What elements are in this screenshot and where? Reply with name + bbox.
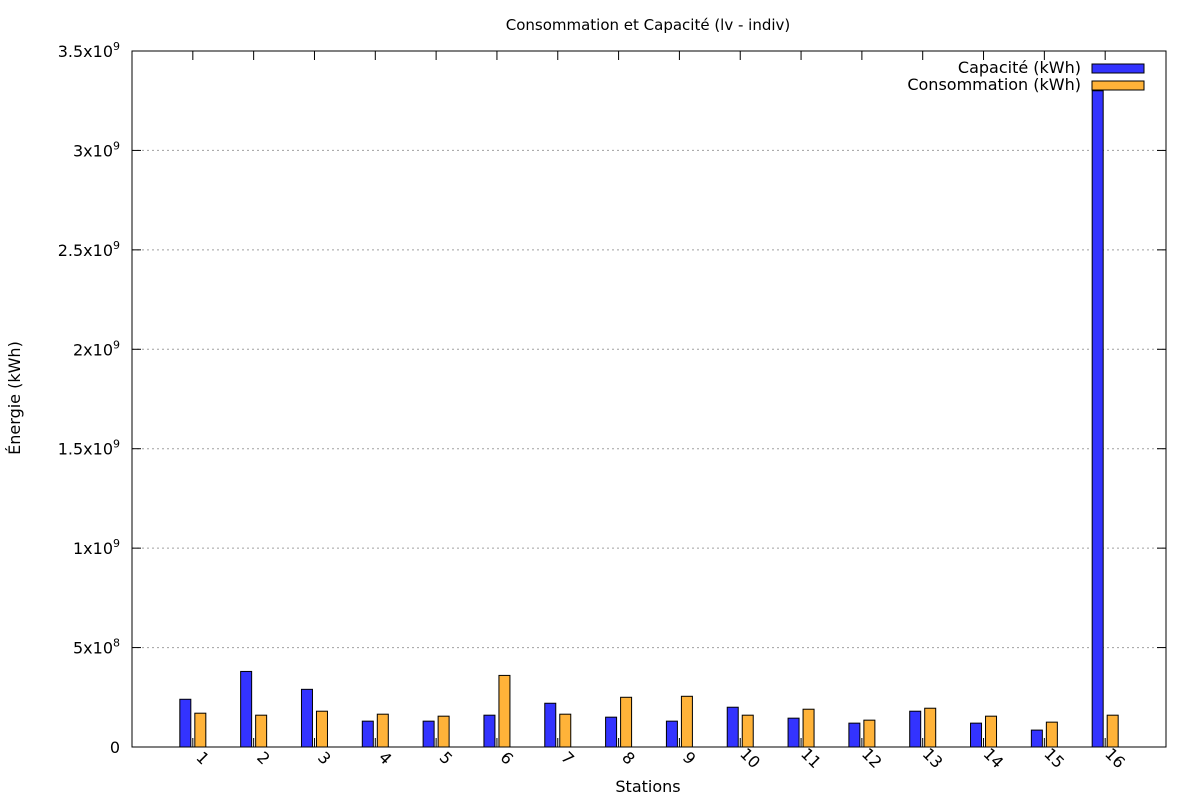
y-tick-label: 0 [110, 738, 120, 757]
bar-series-2-station-14 [985, 715, 998, 748]
x-tick-label: 2 [253, 748, 274, 769]
x-tick-label: 6 [497, 748, 518, 769]
bar-series-2-station-3 [315, 710, 328, 748]
bar-series-1-station-1 [179, 698, 192, 748]
y-tick-label: 3.5x109 [58, 40, 120, 61]
y-tick-label: 1.5x109 [58, 438, 120, 459]
y-tick-label: 5x108 [73, 637, 120, 658]
bar-series-1-station-11 [787, 717, 800, 748]
bar-series-1-station-3 [300, 688, 313, 748]
legend-swatch [1091, 80, 1145, 91]
chart-title: Consommation et Capacité (lv - indiv) [506, 16, 791, 34]
bar-series-1-station-12 [848, 722, 861, 748]
x-tick-label: 10 [736, 744, 764, 772]
x-tick-label: 7 [557, 748, 578, 769]
grid-lines [132, 149, 1166, 649]
y-axis-label: Énergie (kWh) [5, 341, 24, 455]
bar-series-1-station-7 [544, 702, 557, 748]
x-tick-label: 1 [192, 748, 213, 769]
bar-series-1-station-10 [726, 706, 739, 748]
bar-series-2-station-8 [620, 696, 633, 748]
bar-series-2-station-6 [498, 674, 511, 748]
bar-series-2-station-4 [376, 713, 389, 748]
bar-series-1-station-6 [483, 714, 496, 748]
bar-series-1-station-4 [361, 720, 374, 748]
plot-frame [131, 50, 1167, 748]
legend-label: Consommation (kWh) [907, 75, 1081, 94]
y-tick-label: 1x109 [73, 537, 120, 558]
y-tick-label: 2.5x109 [58, 239, 120, 260]
bar-series-1-station-5 [422, 720, 435, 748]
bar-series-1-station-8 [605, 716, 618, 748]
bar-series-2-station-7 [559, 713, 572, 748]
x-tick-label: 14 [980, 744, 1008, 772]
x-tick-label: 12 [858, 744, 886, 772]
bar-series-2-station-12 [863, 719, 876, 748]
y-tick-label: 2x109 [73, 338, 120, 359]
legend-swatch [1091, 63, 1145, 74]
bar-series-2-station-1 [194, 712, 207, 748]
bar-series-2-station-10 [741, 714, 754, 748]
x-tick-label: 13 [919, 744, 947, 772]
bar-series-1-station-16 [1091, 90, 1104, 748]
bar-series-2-station-16 [1106, 714, 1119, 748]
legend: Capacité (kWh)Consommation (kWh) [907, 58, 1145, 94]
bar-series-2-station-9 [680, 695, 693, 748]
x-tick-label: 11 [797, 744, 825, 772]
bar-series-2-station-5 [437, 715, 450, 748]
y-tick-label: 3x109 [73, 139, 120, 160]
x-tick-label: 16 [1101, 744, 1129, 772]
bar-series-2-station-11 [802, 708, 815, 748]
x-tick-label: 8 [618, 748, 639, 769]
bar-series-1-station-15 [1030, 729, 1043, 748]
x-tick-label: 4 [375, 748, 396, 769]
bar-series-1-station-2 [240, 670, 253, 748]
x-tick-label: 5 [436, 748, 457, 769]
axis-ticks: 0 5x108 1x109 1.5x109 2x109 2.5x109 3x109 3.5x1… [58, 40, 1166, 772]
bar-series-2-station-2 [255, 714, 268, 748]
bar-series-2-station-15 [1045, 721, 1058, 748]
x-tick-label: 9 [679, 748, 700, 769]
x-tick-label: 3 [314, 748, 335, 769]
legend-label: Capacité (kWh) [958, 58, 1081, 77]
bar-series-1-station-13 [909, 710, 922, 748]
bars [179, 90, 1119, 748]
bar-series-1-station-14 [970, 722, 983, 748]
x-tick-label: 15 [1040, 744, 1068, 772]
bar-series-1-station-9 [665, 720, 678, 748]
bar-series-2-station-13 [924, 707, 937, 748]
x-axis-label: Stations [615, 777, 680, 796]
